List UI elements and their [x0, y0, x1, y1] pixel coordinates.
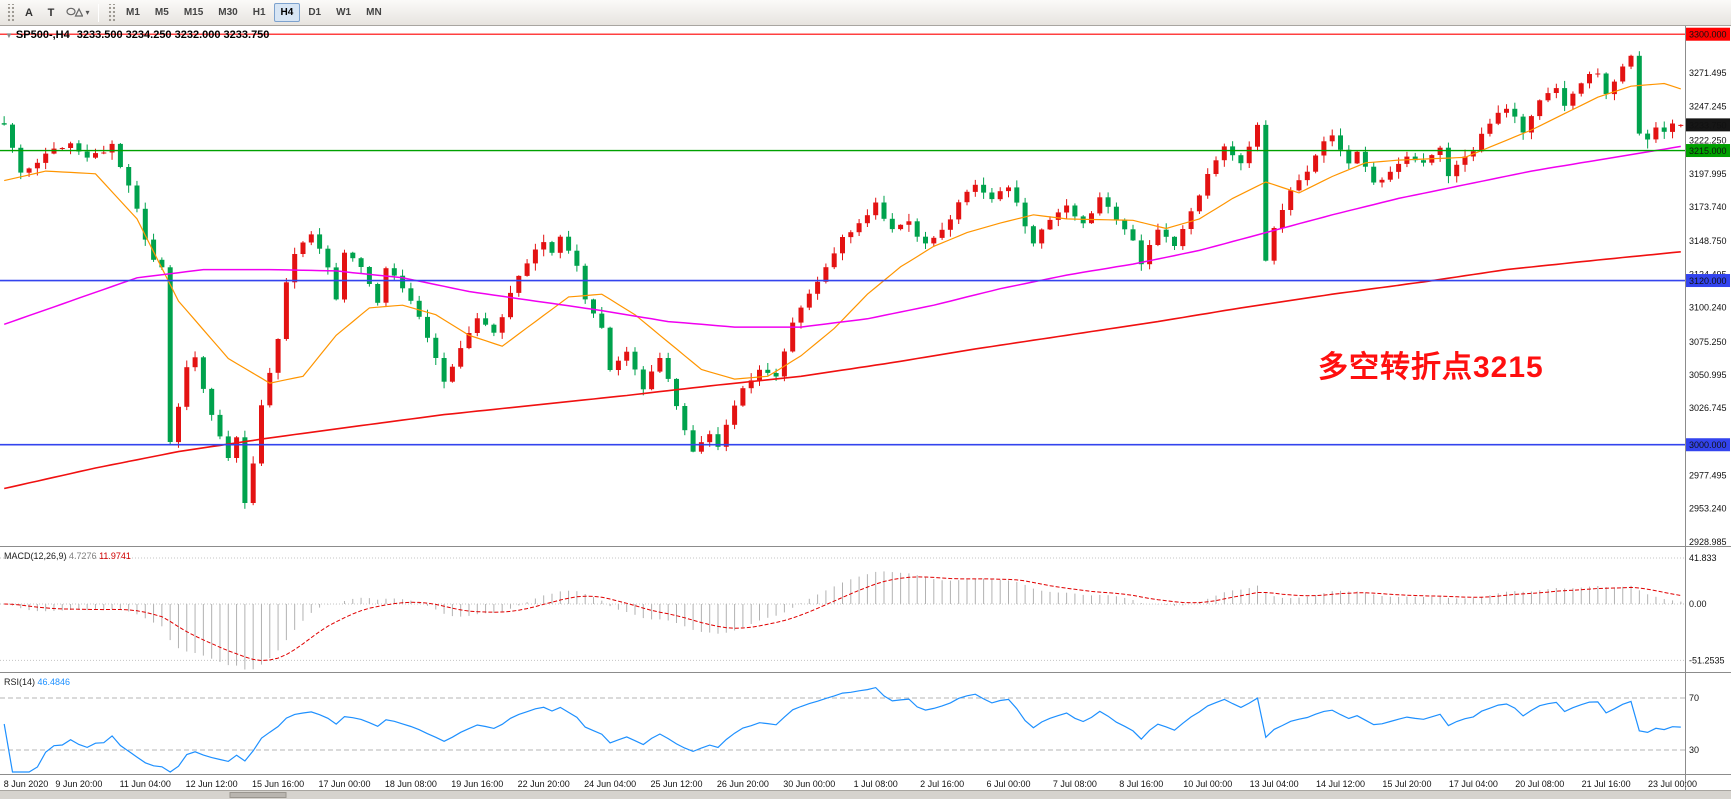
- price-axis-label: 3050.995: [1689, 370, 1727, 380]
- macd-signal-line: [4, 576, 1681, 662]
- time-axis-label: 7 Jul 08:00: [1053, 779, 1097, 789]
- price-axis-label: 3271.495: [1689, 68, 1727, 78]
- time-axis-label: 25 Jun 12:00: [650, 779, 702, 789]
- price-axis-label: 3173.740: [1689, 202, 1727, 212]
- timeframe-button-M15[interactable]: M15: [177, 3, 210, 22]
- price-axis-label: 3222.250: [1689, 136, 1727, 146]
- price-axis[interactable]: 3271.495 3247.245 3222.250 3197.995 3173.740…: [1689, 68, 1727, 547]
- macd-axis-label: 0.00: [1689, 599, 1707, 609]
- price-axis-label: 3100.240: [1689, 303, 1727, 313]
- moving-average-mid[interactable]: [3, 145, 1681, 328]
- time-axis-label: 12 Jun 12:00: [186, 779, 238, 789]
- price-axis-label: 3197.995: [1689, 169, 1727, 179]
- time-axis[interactable]: 8 Jun 2020 9 Jun 20:00 11 Jun 04:00 12 Jun …: [4, 779, 1697, 789]
- shapes-tool-button[interactable]: ▾: [62, 3, 94, 23]
- macd-indicator-label: MACD(12,26,9) 4.7276 11.9741: [4, 551, 131, 561]
- shapes-icon: [66, 4, 84, 21]
- time-axis-label: 21 Jul 16:00: [1582, 779, 1631, 789]
- rsi-line: [3, 686, 1681, 773]
- time-axis-label: 14 Jul 12:00: [1316, 779, 1365, 789]
- moving-average-slow[interactable]: [4, 251, 1681, 490]
- time-axis-label: 19 Jun 16:00: [451, 779, 503, 789]
- price-chart[interactable]: 3271.495 3247.245 3222.250 3197.995 3173.740…: [0, 26, 1731, 799]
- timeframe-button-H1[interactable]: H1: [246, 3, 273, 22]
- time-axis-label: 13 Jul 04:00: [1250, 779, 1299, 789]
- time-axis-label: 8 Jul 16:00: [1119, 779, 1163, 789]
- time-axis-label: 2 Jul 16:00: [920, 779, 964, 789]
- timeframe-button-H4[interactable]: H4: [273, 3, 301, 22]
- chart-ohlc-values: 3233.500 3234.250 3232.000 3233.750: [76, 29, 270, 41]
- time-axis-label: 1 Jul 08:00: [854, 779, 898, 789]
- hline-price-box: [1686, 438, 1730, 452]
- font-tool-button[interactable]: A: [18, 3, 40, 23]
- timeframe-toolbar-grip[interactable]: [107, 3, 115, 22]
- time-axis-label: 23 Jul 00:00: [1648, 779, 1697, 789]
- hline-price-box-label: 3000.000: [1689, 440, 1727, 450]
- toolbar-separator: [98, 3, 99, 22]
- top-toolbar: A T ▾ M1 M5 M15 M30 H1 H4 D1 W1 MN: [0, 0, 1731, 26]
- chart-annotation-text[interactable]: 多空转折点3215: [1318, 351, 1544, 384]
- timeframe-toolbar: M1 M5 M15 M30 H1 H4 D1 W1 MN: [119, 3, 389, 22]
- time-axis-label: 15 Jul 20:00: [1382, 779, 1431, 789]
- rsi-pane[interactable]: 70 30 RSI(14) 46.4846: [0, 677, 1699, 773]
- macd-axis-label: 41.833: [1689, 553, 1717, 563]
- price-axis-label: 3075.250: [1689, 337, 1727, 347]
- time-axis-label: 24 Jun 04:00: [584, 779, 636, 789]
- hline-price-box-label: 3215.000: [1689, 146, 1727, 156]
- toolbar-grip[interactable]: [6, 3, 14, 22]
- chart-header: ▼ SP500-,H4 3233.500 3234.250 3232.000 323…: [5, 29, 269, 41]
- time-axis-label: 8 Jun 2020: [4, 779, 49, 789]
- timeframe-button-M1[interactable]: M1: [119, 3, 147, 22]
- price-axis-label: 2953.240: [1689, 504, 1727, 514]
- price-axis-label: 2977.495: [1689, 471, 1727, 481]
- chart-window[interactable]: 3271.495 3247.245 3222.250 3197.995 3173.740…: [0, 26, 1731, 799]
- hline-price-box: [1686, 144, 1730, 158]
- text-tool-button[interactable]: T: [40, 3, 62, 23]
- time-axis-label: 10 Jul 00:00: [1183, 779, 1232, 789]
- hline-price-box-label: 3300.000: [1689, 30, 1727, 40]
- macd-axis-label: -51.2535: [1689, 655, 1725, 665]
- timeframe-button-W1[interactable]: W1: [329, 3, 358, 22]
- scrollbar-track[interactable]: [0, 791, 1731, 799]
- hline-price-box: [1686, 27, 1730, 41]
- scrollbar-thumb[interactable]: [229, 792, 287, 798]
- rsi-axis-label: 30: [1689, 745, 1699, 755]
- current-price-box: [1686, 118, 1730, 132]
- time-axis-label: 17 Jul 04:00: [1449, 779, 1498, 789]
- price-axis-label: 3148.750: [1689, 236, 1727, 246]
- price-axis-label: 3247.245: [1689, 101, 1727, 111]
- timeframe-button-M5[interactable]: M5: [148, 3, 176, 22]
- price-axis-label: 2928.985: [1689, 537, 1727, 547]
- time-axis-label: 20 Jul 08:00: [1515, 779, 1564, 789]
- time-axis-label: 17 Jun 00:00: [318, 779, 370, 789]
- rsi-indicator-label: RSI(14) 46.4846: [4, 677, 70, 687]
- current-price-label: 3233.750: [1689, 120, 1727, 130]
- macd-pane[interactable]: 41.833 0.00 -51.2535 MACD(12,26,9) 4.7276 1…: [0, 551, 1725, 670]
- dropdown-caret-icon: ▾: [85, 8, 90, 17]
- time-axis-label: 11 Jun 04:00: [120, 779, 171, 789]
- rsi-axis-label: 70: [1689, 693, 1699, 703]
- timeframe-button-MN[interactable]: MN: [359, 3, 389, 22]
- time-axis-label: 26 Jun 20:00: [717, 779, 769, 789]
- timeframe-button-M30[interactable]: M30: [211, 3, 244, 22]
- time-axis-label: 30 Jun 00:00: [783, 779, 835, 789]
- moving-average-fast[interactable]: [4, 82, 1681, 384]
- time-axis-label: 18 Jun 08:00: [385, 779, 437, 789]
- candlesticks[interactable]: [1, 51, 1684, 509]
- collapse-arrow-icon[interactable]: ▼: [5, 31, 13, 40]
- chart-symbol-timeframe: SP500-,H4: [15, 29, 70, 41]
- hline-price-box: [1686, 274, 1730, 288]
- horizontal-lines[interactable]: 3300.000 3215.000 3120.000 3000.000 3233.750: [0, 27, 1730, 452]
- price-axis-label: 3026.745: [1689, 403, 1727, 413]
- time-axis-label: 22 Jun 20:00: [518, 779, 570, 789]
- hline-price-box-label: 3120.000: [1689, 276, 1727, 286]
- time-axis-label: 6 Jul 00:00: [986, 779, 1030, 789]
- time-axis-label: 15 Jun 16:00: [252, 779, 304, 789]
- time-axis-label: 9 Jun 20:00: [55, 779, 102, 789]
- timeframe-button-D1[interactable]: D1: [301, 3, 328, 22]
